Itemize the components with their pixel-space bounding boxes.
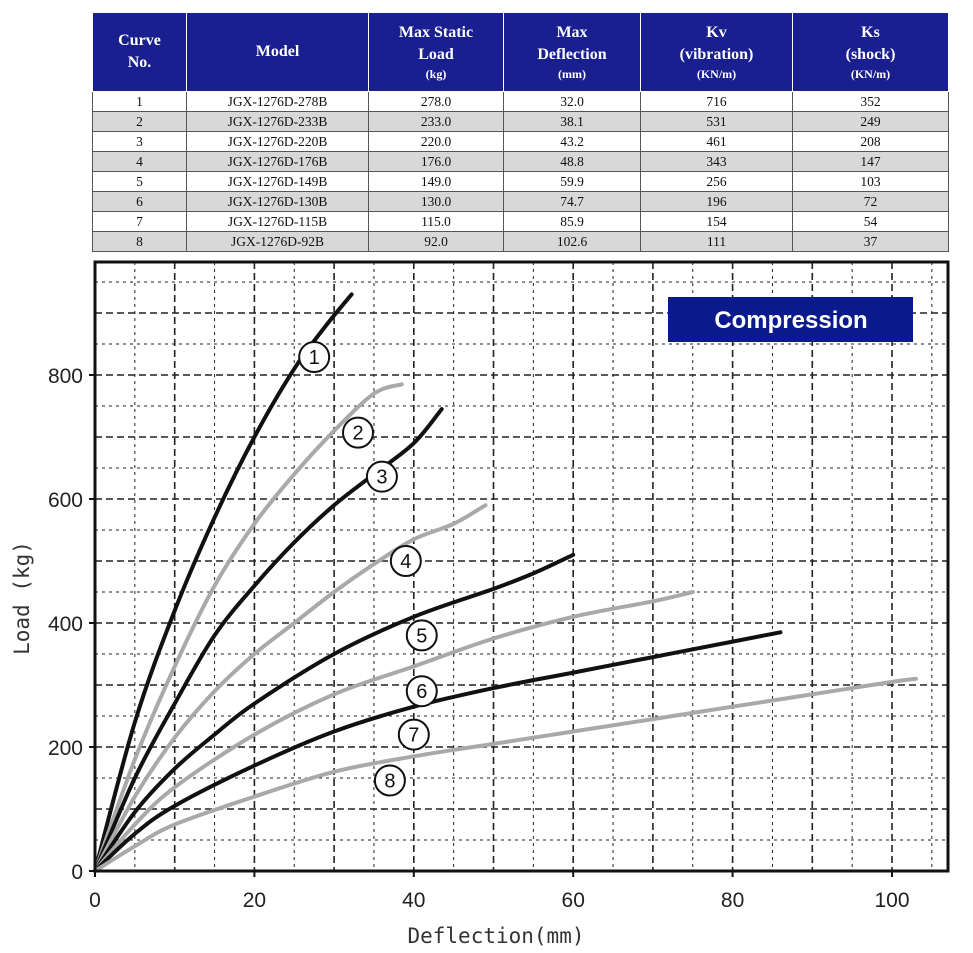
y-tick-label: 200 xyxy=(48,737,83,760)
curve-label-circle xyxy=(373,764,406,797)
curve-label-number: 8 xyxy=(384,770,395,792)
y-tick-label: 400 xyxy=(48,613,83,636)
curve-label-circle xyxy=(342,416,375,449)
table-row: 1 JGX-1276D-278B 278.0 32.0 716 352 xyxy=(92,91,949,112)
x-tick-label: 100 xyxy=(874,889,909,912)
series-line-8 xyxy=(93,676,918,873)
curve-label-number: 4 xyxy=(400,551,411,573)
y-axis-label: Load (kg) xyxy=(10,541,34,655)
header-unit: (KN/m) xyxy=(696,67,737,81)
table-cell: 249 xyxy=(792,111,949,132)
table-cell: JGX-1276D-115B xyxy=(186,211,369,232)
curve-label-circle xyxy=(365,460,398,493)
series-line-6 xyxy=(93,590,695,873)
table-cell: 72 xyxy=(792,191,949,212)
header-line: Model xyxy=(255,43,300,60)
table-cell: 208 xyxy=(792,131,949,152)
spec-table: Curve No. Model Max Static Load (kg) Max Deflec… xyxy=(92,12,949,252)
y-tick-label: 600 xyxy=(48,489,83,512)
series-line-1 xyxy=(93,292,354,873)
table-cell: 531 xyxy=(640,111,793,132)
table-cell: 130.0 xyxy=(368,191,504,212)
table-header-cell: Ks (shock) (KN/m) xyxy=(792,12,949,92)
table-cell: JGX-1276D-92B xyxy=(186,231,369,252)
header-line: No. xyxy=(127,54,152,71)
x-tick-label: 40 xyxy=(402,889,425,912)
y-tick-label: 800 xyxy=(48,365,83,388)
header-line: Load xyxy=(418,46,454,63)
table-cell: 8 xyxy=(92,231,187,252)
header-line: Deflection xyxy=(537,46,607,63)
x-axis-label: Deflection(mm) xyxy=(407,924,584,948)
curve-label-number: 5 xyxy=(416,625,427,647)
table-cell: 37 xyxy=(792,231,949,252)
series-line-2 xyxy=(93,382,404,873)
table-header-row: Curve No. Model Max Static Load (kg) Max Deflec… xyxy=(92,12,949,92)
compression-badge: Compression xyxy=(668,297,913,342)
table-cell: JGX-1276D-220B xyxy=(186,131,369,152)
table-cell: 716 xyxy=(640,91,793,112)
header-unit: (kg) xyxy=(425,67,447,81)
table-cell: JGX-1276D-176B xyxy=(186,151,369,172)
header-unit: (mm) xyxy=(558,67,586,81)
curve-label-circle xyxy=(397,718,430,751)
x-tick-label: 80 xyxy=(721,889,744,912)
table-header-cell: Kv (vibration) (KN/m) xyxy=(640,12,793,92)
table-body: 1 JGX-1276D-278B 278.0 32.0 716 352 2 JGX-1276D… xyxy=(92,91,949,252)
table-cell: JGX-1276D-130B xyxy=(186,191,369,212)
table-cell: 92.0 xyxy=(368,231,504,252)
axis-ticks: 0 20 40 60 80 100 0 200 400 600 800 xyxy=(48,365,910,912)
header-line: (shock) xyxy=(845,46,896,63)
curve-label-circle xyxy=(298,341,331,374)
x-tick-label: 0 xyxy=(89,889,101,912)
table-cell: 196 xyxy=(640,191,793,212)
header-line: Kv xyxy=(706,24,727,41)
header-line: Max xyxy=(556,24,588,41)
header-unit: (KN/m) xyxy=(850,67,891,81)
table-row: 7 JGX-1276D-115B 115.0 85.9 154 54 xyxy=(92,211,949,232)
table-row: 6 JGX-1276D-130B 130.0 74.7 196 72 xyxy=(92,191,949,212)
x-tick-label: 20 xyxy=(243,889,266,912)
table-cell: 111 xyxy=(640,231,793,252)
curve-label-number: 7 xyxy=(408,725,419,747)
compression-badge-box xyxy=(668,297,913,342)
table-header-cell: Curve No. xyxy=(92,12,187,92)
header-line: (vibration) xyxy=(679,46,754,63)
series-line-4 xyxy=(93,503,488,873)
curve-label-number: 2 xyxy=(352,423,363,445)
curve-label-number: 6 xyxy=(416,681,427,703)
table-cell: JGX-1276D-149B xyxy=(186,171,369,192)
curve-label-circle xyxy=(405,619,438,652)
table-cell: 74.7 xyxy=(503,191,641,212)
curve-label-number: 1 xyxy=(309,347,320,369)
table-row: 3 JGX-1276D-220B 220.0 43.2 461 208 xyxy=(92,131,949,152)
series-line-7 xyxy=(93,630,783,873)
table-cell: 102.6 xyxy=(503,231,641,252)
x-tick-label: 60 xyxy=(562,889,585,912)
y-tick-label: 0 xyxy=(71,861,83,884)
header-line: Max Static xyxy=(398,24,474,41)
table-header-cell: Max Static Load (kg) xyxy=(368,12,504,92)
table-row: 8 JGX-1276D-92B 92.0 102.6 111 37 xyxy=(92,231,949,252)
series-line-5 xyxy=(93,552,576,873)
header-line: Curve xyxy=(118,32,161,49)
curve-label-number: 3 xyxy=(376,467,387,489)
table-cell: 48.8 xyxy=(503,151,641,172)
table-cell: 147 xyxy=(792,151,949,172)
table-header-cell: Max Deflection (mm) xyxy=(503,12,641,92)
table-row: 4 JGX-1276D-176B 176.0 48.8 343 147 xyxy=(92,151,949,172)
table-row: 5 JGX-1276D-149B 149.0 59.9 256 103 xyxy=(92,171,949,192)
series-lines xyxy=(93,292,918,873)
curve-label-circle xyxy=(389,545,422,577)
curve-label-circle xyxy=(405,675,438,708)
table-header-cell: Model xyxy=(186,12,369,92)
compression-badge-label: Compression xyxy=(714,307,867,334)
header-line: Ks xyxy=(861,24,880,41)
plot-frame xyxy=(93,260,950,873)
